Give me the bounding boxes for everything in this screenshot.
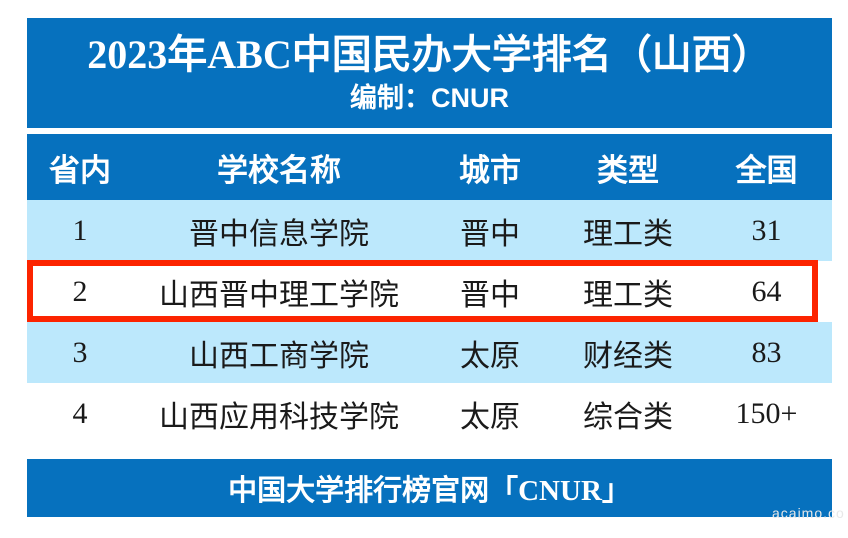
cell-city: 太原	[460, 339, 520, 373]
cell-national-rank: 31	[751, 213, 782, 247]
cell-province-rank: 3	[72, 335, 88, 369]
cell-national-rank: 150+	[735, 396, 798, 430]
watermark-text: acaimo.co	[772, 505, 845, 521]
cell-province-rank: 1	[72, 213, 88, 247]
table-header-row: 省内 学校名称 城市 类型 全国	[27, 134, 832, 200]
ranking-table: 省内 学校名称 城市 类型 全国 1 晋中信息学院 晋中 理工类 31 2 山西…	[27, 134, 832, 444]
footer-bar: 中国大学排行榜官网「CNUR」	[27, 459, 832, 517]
cell-school-name: 晋中信息学院	[189, 217, 369, 251]
cell-school-name: 山西晋中理工学院	[159, 278, 399, 312]
cell-province-rank: 4	[72, 396, 88, 430]
cell-city: 晋中	[460, 278, 520, 312]
cell-school-name: 山西应用科技学院	[159, 400, 399, 434]
cell-type: 理工类	[583, 217, 673, 251]
cell-national-rank: 64	[751, 274, 782, 308]
cell-type: 理工类	[583, 278, 673, 312]
column-header-national-rank: 全国	[735, 152, 798, 188]
page-subtitle: 编制：CNUR	[350, 83, 509, 113]
column-header-type: 类型	[597, 152, 659, 188]
column-header-city: 城市	[459, 152, 521, 188]
cell-city: 太原	[460, 400, 520, 434]
cell-type: 财经类	[583, 339, 673, 373]
table-row[interactable]: 2 山西晋中理工学院 晋中 理工类 64	[27, 261, 832, 322]
cell-city: 晋中	[460, 217, 520, 251]
cell-national-rank: 83	[751, 335, 782, 369]
cell-province-rank: 2	[72, 274, 88, 308]
column-header-province-rank: 省内	[49, 152, 111, 188]
banner-header: 2023年ABC中国民办大学排名（山西） 编制：CNUR	[27, 18, 832, 128]
table-row[interactable]: 3 山西工商学院 太原 财经类 83	[27, 322, 832, 383]
cell-school-name: 山西工商学院	[189, 339, 369, 373]
cell-type: 综合类	[583, 400, 673, 434]
page-title: 2023年ABC中国民办大学排名（山西）	[87, 32, 772, 77]
table-row[interactable]: 4 山西应用科技学院 太原 综合类 150+	[27, 383, 832, 444]
footer-label: 中国大学排行榜官网「CNUR」	[228, 475, 631, 507]
column-header-school-name: 学校名称	[217, 152, 341, 188]
table-row[interactable]: 1 晋中信息学院 晋中 理工类 31	[27, 200, 832, 261]
